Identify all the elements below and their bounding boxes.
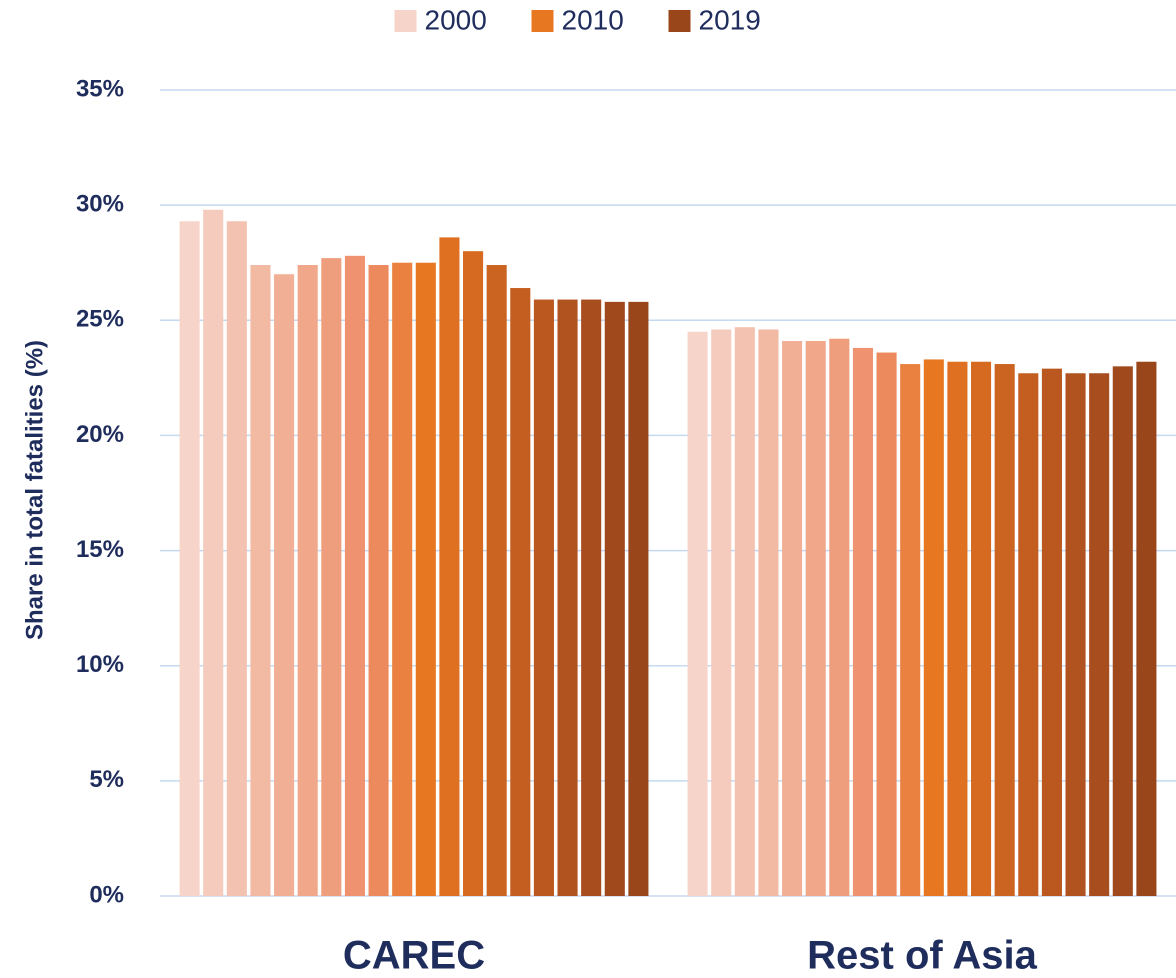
bar bbox=[852, 347, 873, 896]
bar bbox=[344, 255, 365, 896]
legend-swatch bbox=[531, 10, 554, 32]
bar bbox=[923, 359, 944, 896]
bar bbox=[829, 338, 850, 896]
bar bbox=[711, 329, 732, 896]
bar bbox=[321, 258, 342, 896]
y-tick-label: 15% bbox=[76, 536, 124, 563]
bar bbox=[486, 265, 507, 896]
bar bbox=[250, 265, 271, 896]
bar bbox=[415, 262, 436, 896]
bar bbox=[628, 301, 649, 896]
bar bbox=[368, 265, 389, 896]
bar bbox=[581, 299, 602, 896]
bar bbox=[392, 262, 413, 896]
bar bbox=[758, 329, 779, 896]
bar bbox=[805, 341, 826, 896]
bar bbox=[900, 364, 921, 896]
bar bbox=[1089, 373, 1110, 896]
bar bbox=[782, 341, 803, 896]
bar bbox=[179, 221, 200, 896]
bar bbox=[463, 251, 484, 896]
legend-label: 2019 bbox=[699, 4, 761, 35]
bar bbox=[947, 361, 968, 896]
bar bbox=[439, 237, 460, 896]
bar bbox=[1136, 361, 1157, 896]
bar bbox=[1065, 373, 1086, 896]
legend-swatch bbox=[394, 10, 417, 32]
bar bbox=[533, 299, 554, 896]
y-tick-label: 25% bbox=[76, 306, 124, 333]
y-tick-label: 20% bbox=[76, 421, 124, 448]
legend-label: 2010 bbox=[562, 4, 624, 35]
bar bbox=[1041, 368, 1062, 896]
bar bbox=[734, 327, 755, 896]
y-tick-label: 30% bbox=[76, 190, 124, 217]
y-tick-label: 5% bbox=[89, 766, 124, 793]
y-tick-label: 0% bbox=[89, 881, 124, 908]
y-tick-label: 10% bbox=[76, 651, 124, 678]
bar bbox=[1018, 373, 1039, 896]
bar bbox=[203, 209, 224, 897]
legend-swatch bbox=[668, 10, 691, 32]
bar bbox=[1112, 366, 1133, 896]
y-axis-title: Share in total fatalities (%) bbox=[21, 340, 48, 640]
bar bbox=[971, 361, 992, 896]
bar bbox=[876, 352, 897, 896]
bar bbox=[510, 288, 531, 896]
bar bbox=[297, 265, 318, 896]
bar bbox=[274, 274, 295, 896]
y-tick-label: 35% bbox=[76, 75, 124, 102]
bar bbox=[226, 221, 247, 896]
bar bbox=[604, 301, 625, 896]
x-tick-label: Rest of Asia bbox=[807, 934, 1037, 978]
legend-label: 2000 bbox=[425, 4, 487, 35]
bar bbox=[557, 299, 578, 896]
bar bbox=[994, 364, 1015, 896]
x-tick-label: CAREC bbox=[343, 934, 485, 978]
bar bbox=[687, 331, 708, 896]
